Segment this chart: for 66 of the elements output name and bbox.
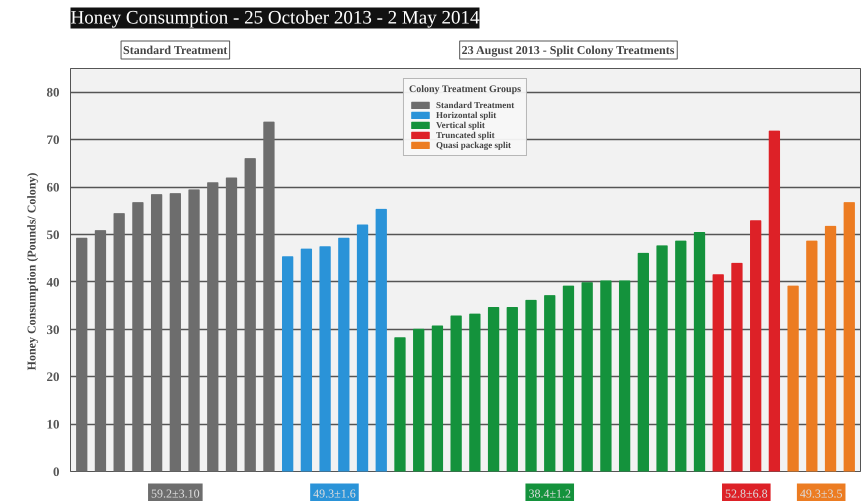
legend-label: Horizontal split [436,110,496,120]
legend-label: Truncated split [436,130,495,140]
legend-label: Standard Treatment [436,100,514,110]
bar [394,337,406,472]
bar [170,193,181,472]
text: 38.4±1.2 [528,486,572,500]
bar [469,314,481,472]
bar [694,232,706,472]
bar [675,240,686,472]
bar [432,325,444,472]
bar [731,262,743,472]
bar [600,280,612,472]
bar [638,252,649,472]
y-tick-label: 0 [53,464,60,479]
bar [618,280,630,472]
bar [338,238,350,472]
bar [506,306,518,472]
bar [544,295,556,472]
bar [787,286,799,472]
legend-label: Vertical split [436,120,485,130]
bar [300,248,312,472]
bar [712,274,724,472]
text: 23 August 2013 - Split Colony Treatments [462,43,675,57]
y-tick-label: 60 [46,180,60,195]
bar [750,220,762,472]
y-tick-label: 80 [46,84,60,100]
bar [188,189,200,472]
legend-label: Quasi package split [436,140,511,150]
y-axis-title: Honey Consumption (Pounds/ Colony) [24,172,38,370]
legend-title: Colony Treatment Groups [408,84,522,95]
bar [263,122,275,472]
bar [582,282,593,472]
bar [76,238,88,472]
bar [207,182,218,472]
bar [132,202,144,472]
bar [413,328,424,472]
text: 52.8±6.8 [725,486,768,500]
bar [824,226,836,472]
bar [94,230,106,472]
text: Standard Treatment [123,43,228,57]
y-tick-label: 40 [46,274,60,290]
bar [319,246,331,472]
y-tick-label: 30 [46,322,60,337]
bar [226,178,238,472]
bar [656,245,668,472]
y-tick-label: 50 [46,226,60,242]
bar [282,256,294,472]
bar [562,286,574,472]
bar [806,240,818,472]
bar [356,224,368,472]
y-tick-label: 10 [46,416,60,432]
bar [450,315,462,472]
text: 59.2±3.10 [151,486,200,500]
bar [150,194,162,472]
bar [525,300,537,472]
bar [114,213,125,472]
bar [768,130,780,472]
y-tick-label: 70 [46,132,60,148]
bar [844,202,855,472]
y-tick-label: 20 [46,369,60,384]
chart-title: Honey Consumption - 25 October 2013 - 2 May 2014 [70,8,480,28]
bar [488,306,500,472]
bar [244,158,256,472]
text: 49.3±3.5 [800,486,842,500]
bar [376,208,387,472]
text: 49.3±1.6 [313,486,356,500]
